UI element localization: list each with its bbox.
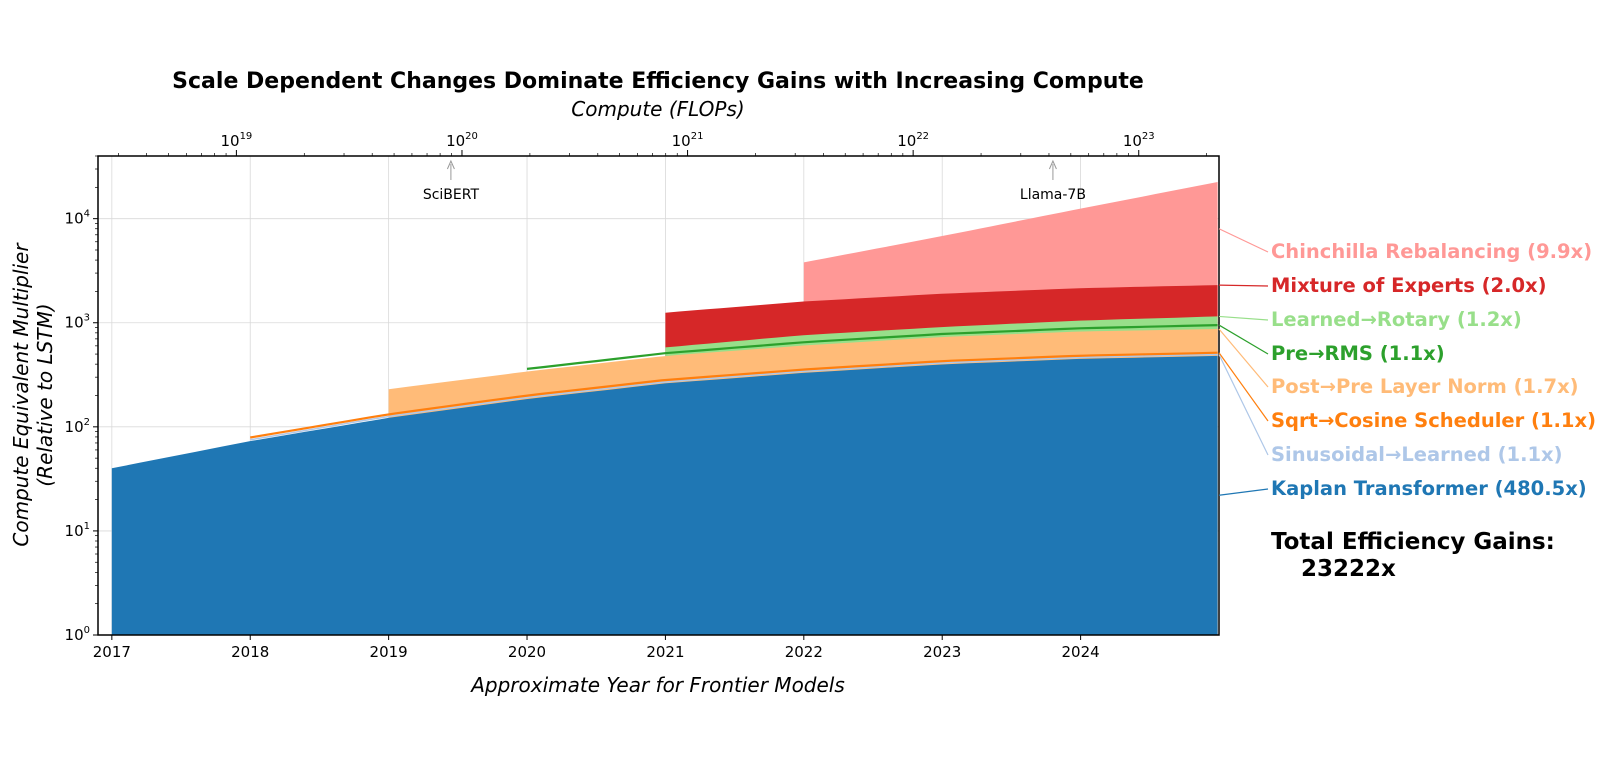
y-tick-label: 103	[65, 313, 90, 332]
legend-label: Sinusoidal→Learned (1.1x)	[1271, 443, 1563, 466]
x-tick-label: 2018	[231, 643, 269, 661]
top-tick-label: 1023	[1123, 131, 1155, 150]
annotations: SciBERT Llama-7B	[423, 159, 1086, 203]
area-0	[111, 355, 1218, 635]
top-tick-label: 1019	[220, 131, 252, 150]
y-axis-label-line2: (Relative to LSTM)	[33, 303, 57, 486]
total-gains-label: Total Efficiency Gains:	[1271, 529, 1555, 555]
x-tick-label: 2020	[508, 643, 546, 661]
top-tick-label: 1020	[446, 131, 478, 150]
y-axis-ticks: 100 101 102 103 104	[65, 155, 98, 644]
top-axis-label: Compute (FLOPs)	[571, 97, 744, 121]
x-tick-label: 2023	[923, 643, 961, 661]
line-1	[250, 353, 1218, 441]
x-axis-ticks: 2017 2018 2019 2020 2021 2022 2023 2024	[93, 635, 1100, 661]
y-tick-label: 102	[65, 417, 90, 436]
legend-label: Chinchilla Rebalancing (9.9x)	[1271, 240, 1592, 263]
legend-label: Sqrt→Cosine Scheduler (1.1x)	[1271, 409, 1596, 432]
x-axis-label: Approximate Year for Frontier Models	[469, 673, 845, 697]
legend-connector	[1218, 488, 1269, 496]
y-tick-label: 104	[65, 209, 90, 228]
line-2	[250, 351, 1218, 439]
x-tick-label: 2024	[1062, 643, 1100, 661]
legend-connector	[1218, 324, 1269, 355]
x-tick-label: 2019	[370, 643, 408, 661]
legend-label: Kaplan Transformer (480.5x)	[1271, 477, 1587, 500]
legend-connector	[1218, 315, 1269, 321]
legend-label: Mixture of Experts (2.0x)	[1271, 274, 1547, 297]
line-4	[526, 324, 1218, 370]
annotation-arrowhead	[446, 159, 455, 170]
y-axis-label: Compute Equivalent Multiplier (Relative …	[9, 242, 57, 547]
total-gains-value: 23222x	[1301, 556, 1396, 582]
y-axis-label-line1: Compute Equivalent Multiplier	[9, 242, 33, 547]
top-tick-label: 1022	[897, 131, 929, 150]
x-tick-label: 2021	[646, 643, 684, 661]
legend-label: Pre→RMS (1.1x)	[1271, 342, 1445, 365]
annotation-label: SciBERT	[423, 187, 480, 203]
x-tick-label: 2022	[785, 643, 823, 661]
legend-connector	[1218, 284, 1269, 287]
legend-label: Learned→Rotary (1.2x)	[1271, 308, 1522, 331]
annotation-label: Llama-7B	[1020, 187, 1086, 203]
legend-connector	[1218, 352, 1269, 422]
data-areas	[111, 182, 1218, 635]
top-tick-label: 1021	[672, 131, 704, 150]
legend-connector	[1218, 328, 1269, 388]
legend-connector	[1218, 228, 1269, 253]
legend: Chinchilla Rebalancing (9.9x) Mixture of …	[1218, 228, 1596, 500]
y-tick-label: 101	[65, 521, 90, 540]
chart-title: Scale Dependent Changes Dominate Efficie…	[172, 69, 1144, 94]
data-lines	[250, 324, 1218, 441]
y-tick-label: 100	[65, 625, 90, 644]
annotation-arrowhead	[1048, 159, 1057, 170]
x-tick-label: 2017	[93, 643, 131, 661]
legend-label: Post→Pre Layer Norm (1.7x)	[1271, 375, 1579, 398]
top-axis-ticks: 1019 1020 1021 1022 1023	[118, 131, 1207, 156]
legend-connector	[1218, 354, 1269, 456]
